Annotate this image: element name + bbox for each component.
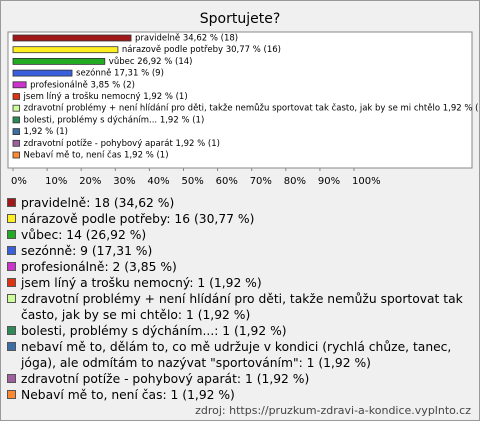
legend-swatch: [7, 230, 16, 239]
bar: [12, 81, 27, 89]
bar-label: sezónně 17,31 % (9): [76, 68, 164, 79]
legend-entry: nárazově podle potřeby: 16 (30,77 %): [7, 211, 469, 227]
legend-swatch: [7, 246, 16, 255]
legend-label: bolesti, problémy s dýcháním...: 1 (1,92…: [21, 324, 287, 338]
bar: [12, 58, 106, 65]
bar: [12, 151, 20, 159]
legend: pravidelně: 18 (34,62 %) nárazově podle p…: [7, 195, 469, 403]
bar: [12, 34, 132, 42]
chart: Sportujete? 0% 10% 20% 30% 40% 50% 60% 70% 80% 90…: [7, 11, 479, 187]
legend-entry: zdravotní potíže - pohybový aparát: 1 (1…: [7, 371, 469, 387]
legend-entry: profesionálně: 2 (3,85 %): [7, 259, 469, 275]
legend-swatch: [7, 374, 16, 383]
bar: [12, 69, 73, 77]
bar-label: zdravotní potíže - pohybový aparát 1,92 …: [24, 139, 220, 149]
bar: [12, 104, 20, 112]
legend-entry: zdravotní problémy + není hlídání pro dě…: [7, 291, 469, 323]
bar: [12, 46, 119, 54]
x-tick-label: 100%: [352, 176, 381, 187]
legend-label: nárazově podle potřeby: 16 (30,77 %): [21, 212, 255, 226]
legend-swatch: [7, 214, 16, 223]
legend-label: zdravotní problémy + není hlídání pro dě…: [21, 292, 463, 322]
legend-label: sezónně: 9 (17,31 %): [21, 244, 153, 258]
source: zdroj: https://pruzkum-zdravi-a-kondice.…: [195, 404, 471, 417]
legend-label: jsem líný a trošku nemocný: 1 (1,92 %): [21, 276, 262, 290]
x-tick-label: 0%: [11, 176, 27, 187]
chart-title: Sportujete?: [200, 11, 281, 27]
x-tick-label: 60%: [216, 176, 238, 187]
legend-label: vůbec: 14 (26,92 %): [21, 228, 147, 242]
legend-entry: vůbec: 14 (26,92 %): [7, 227, 469, 243]
legend-entry: pravidelně: 18 (34,62 %): [7, 195, 469, 211]
bar-label: jsem líný a trošku nemocný 1,92 % (1): [23, 91, 188, 102]
legend-label: Nebaví mě to, není čas: 1 (1,92 %): [21, 388, 235, 402]
bar-label: pravidelně 34,62 % (18): [135, 34, 238, 44]
legend-swatch: [7, 294, 16, 303]
bar-label: zdravotní problémy + není hlídání pro dě…: [24, 103, 479, 114]
legend-swatch: [7, 198, 16, 207]
x-tick-label: 30%: [113, 176, 135, 187]
bar: [12, 93, 20, 100]
legend-entry: sezónně: 9 (17,31 %): [7, 243, 469, 259]
legend-swatch: [7, 390, 16, 399]
legend-entry: nebaví mě to, dělám to, co mě udržuje v …: [7, 339, 469, 371]
x-tick-label: 90%: [318, 176, 340, 187]
x-tick-label: 50%: [182, 176, 204, 187]
legend-swatch: [7, 342, 16, 351]
bar: [12, 128, 20, 135]
legend-swatch: [7, 278, 16, 287]
x-tick-label: 80%: [284, 176, 306, 187]
x-tick-label: 10%: [45, 176, 67, 187]
bar-label: bolesti, problémy s dýcháním... 1,92 % (…: [24, 114, 205, 125]
legend-label: nebaví mě to, dělám to, co mě udržuje v …: [21, 340, 452, 370]
x-tick-label: 70%: [250, 176, 272, 187]
bar-label: vůbec 26,92 % (14): [109, 56, 193, 67]
legend-swatch: [7, 326, 16, 335]
bar: [12, 116, 20, 124]
plot-area: [7, 31, 473, 169]
legend-swatch: [7, 262, 16, 271]
x-tick-label: 20%: [79, 176, 101, 187]
bar-label: nárazově podle potřeby 30,77 % (16): [122, 45, 281, 55]
bar: [12, 139, 20, 147]
legend-label: profesionálně: 2 (3,85 %): [21, 260, 177, 274]
bar-label: profesionálně 3,85 % (2): [30, 80, 135, 90]
bar-label: Nebaví mě to, není čas 1,92 % (1): [24, 150, 169, 161]
bar-label: 1,92 % (1): [24, 127, 68, 137]
legend-label: zdravotní potíže - pohybový aparát: 1 (1…: [21, 372, 310, 386]
legend-entry: bolesti, problémy s dýcháním...: 1 (1,92…: [7, 323, 469, 339]
legend-entry: Nebaví mě to, není čas: 1 (1,92 %): [7, 387, 469, 403]
x-tick-label: 40%: [147, 176, 169, 187]
legend-label: pravidelně: 18 (34,62 %): [21, 196, 175, 210]
legend-entry: jsem líný a trošku nemocný: 1 (1,92 %): [7, 275, 469, 291]
